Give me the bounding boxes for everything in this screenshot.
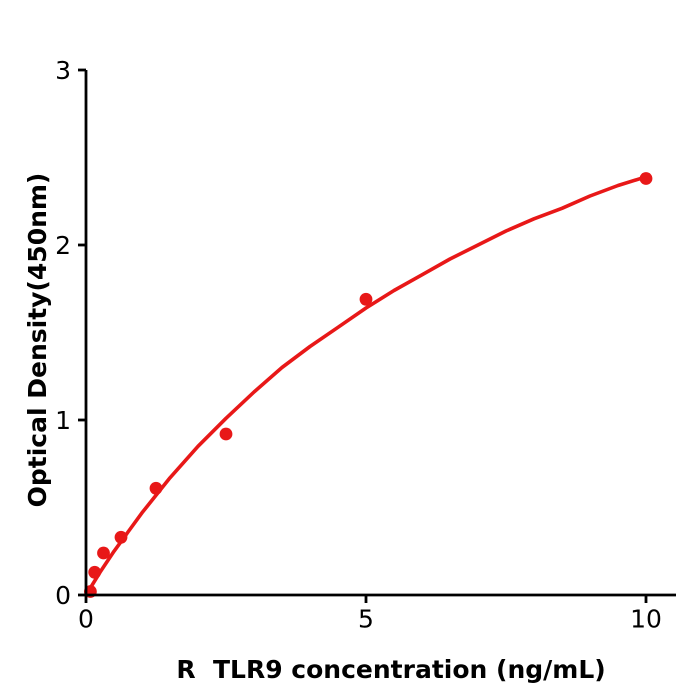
data-point: [97, 546, 110, 560]
y-tick-label: 3: [55, 56, 71, 85]
y-tick-label: 0: [55, 581, 71, 610]
y-tick-label: 2: [55, 231, 71, 260]
data-point: [88, 565, 102, 579]
fitted-curve-layer: [84, 175, 648, 597]
data-point: [149, 481, 163, 495]
fitted-curve-line: [84, 175, 648, 597]
x-axis-ticks: 0 5 10: [78, 595, 662, 633]
data-point: [639, 172, 653, 185]
y-tick-label: 1: [55, 406, 71, 435]
y-axis-ticks: 0 1 2 3: [55, 56, 86, 610]
axes: 0 5 10 0 1 2 3: [55, 56, 676, 633]
x-tick-label: 10: [630, 604, 662, 633]
data-point: [219, 427, 233, 441]
x-axis-label: R TLR9 concentration (ng/mL): [176, 655, 605, 684]
x-tick-label: 0: [78, 604, 94, 633]
y-axis-label: Optical Density(450nm): [23, 173, 52, 508]
x-tick-label: 5: [358, 604, 374, 633]
data-points-layer: [84, 172, 653, 598]
data-point: [114, 530, 128, 544]
data-point: [359, 292, 373, 306]
